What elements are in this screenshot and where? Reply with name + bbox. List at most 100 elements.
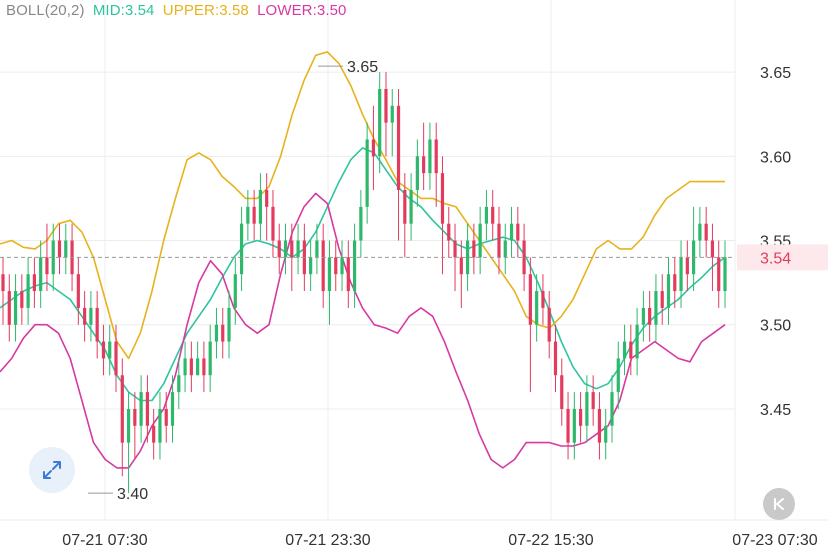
candle-body	[83, 307, 87, 325]
candle-body	[428, 139, 432, 174]
candle-body	[108, 341, 112, 359]
candle-body	[95, 307, 99, 342]
candle-body	[409, 190, 413, 224]
candle-body	[214, 324, 219, 342]
candle-body	[528, 274, 532, 325]
candle-body	[64, 240, 68, 258]
candle-body	[120, 375, 124, 443]
skip-to-latest-button[interactable]	[763, 488, 795, 520]
candle-body	[560, 375, 564, 409]
candle-body	[591, 392, 595, 409]
candle-body	[434, 139, 438, 174]
candle-body	[158, 408, 162, 443]
candle-body	[277, 240, 281, 258]
candle-body	[152, 425, 156, 443]
boll-legend: BOLL(20,2) MID:3.54 UPPER:3.58 LOWER:3.5…	[6, 2, 350, 19]
candle-body	[51, 240, 55, 275]
candle-body	[271, 206, 275, 241]
candle-body	[7, 291, 11, 325]
y-tick-label: 3.60	[760, 149, 791, 166]
candle-body	[57, 240, 62, 258]
candle-body	[635, 324, 639, 359]
candle-body	[704, 223, 708, 241]
candle-body	[384, 88, 388, 123]
candle-body	[283, 240, 288, 258]
candle-body	[13, 291, 18, 325]
candle-body	[572, 408, 576, 443]
candle-body	[265, 190, 269, 207]
candle-body	[491, 206, 495, 224]
candle-body	[447, 223, 451, 241]
candle-body	[76, 274, 80, 308]
candle-body	[472, 240, 476, 258]
candle-body	[654, 291, 658, 325]
candle-body	[89, 307, 93, 325]
candle-body	[673, 274, 677, 292]
legend-upper-value: UPPER:3.58	[162, 2, 249, 19]
candle-body	[660, 291, 664, 308]
y-tick-label: 3.50	[760, 318, 791, 335]
candle-body	[208, 341, 212, 376]
candle-body	[296, 240, 300, 258]
candle-body	[616, 358, 620, 393]
candle-body	[126, 408, 131, 443]
x-tick-label: 07-21 07:30	[62, 532, 148, 549]
candle-body	[371, 139, 376, 157]
y-tick-label: 3.45	[760, 402, 791, 419]
candle-body	[459, 257, 463, 275]
candle-body	[685, 257, 689, 275]
candle-body	[415, 156, 419, 190]
candle-body	[535, 291, 539, 325]
candle-body	[233, 274, 237, 308]
candle-body	[547, 307, 551, 342]
candle-body	[202, 358, 206, 376]
x-tick-label: 07-23 07:30	[732, 532, 818, 549]
candle-body	[227, 307, 231, 342]
candle-body	[20, 291, 24, 308]
candle-body	[579, 408, 583, 426]
candle-body	[723, 257, 727, 292]
boll-line-upper	[0, 51, 725, 360]
candle-body	[604, 425, 608, 443]
candle-body	[346, 257, 350, 292]
candle-body	[597, 408, 602, 443]
candle-body	[327, 257, 332, 292]
boll-line-mid	[0, 147, 726, 402]
legend-mid-value: MID:3.54	[92, 2, 155, 19]
candle-body	[196, 358, 200, 376]
candle-body	[258, 190, 263, 224]
candle-body	[629, 341, 633, 359]
x-tick-label: 07-21 23:30	[285, 532, 371, 549]
candle-body	[340, 257, 344, 275]
high-price-label: 3.65	[347, 59, 378, 76]
candle-body	[585, 392, 589, 426]
candle-body	[453, 240, 457, 258]
candle-body	[164, 408, 168, 426]
expand-button[interactable]	[29, 447, 75, 493]
candle-body	[666, 274, 671, 308]
candle-body	[309, 257, 313, 275]
y-tick-label: 3.65	[760, 65, 791, 82]
candle-body	[26, 274, 30, 308]
candle-body	[139, 392, 143, 426]
candle-body	[403, 190, 407, 224]
candle-body	[239, 223, 244, 275]
x-tick-label: 07-22 15:30	[508, 532, 594, 549]
candle-body	[622, 341, 627, 359]
candle-body	[541, 291, 545, 308]
low-price-label: 3.40	[117, 486, 148, 503]
candle-body	[246, 206, 250, 224]
candle-body	[465, 240, 470, 275]
candle-body	[648, 307, 652, 325]
candle-body	[396, 105, 401, 190]
candle-body	[378, 88, 382, 157]
candle-body	[478, 223, 482, 258]
current-price-tag	[737, 244, 828, 271]
candle-body	[390, 105, 394, 123]
candle-body	[710, 240, 715, 258]
candle-body	[522, 240, 526, 275]
candle-body	[352, 240, 357, 292]
candle-body	[509, 223, 514, 241]
